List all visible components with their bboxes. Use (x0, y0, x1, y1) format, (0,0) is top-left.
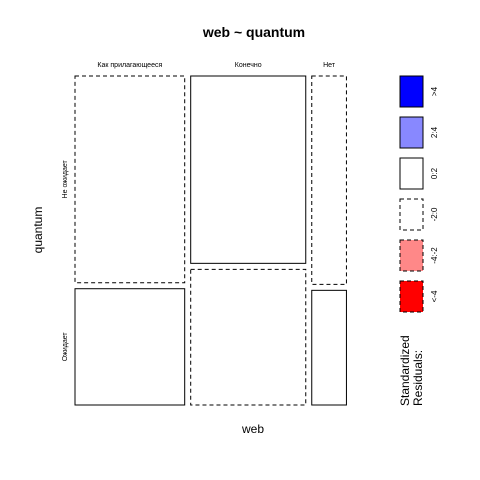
legend-swatch (399, 157, 424, 190)
mosaic-cell (190, 268, 307, 406)
y-tick-labels: Не ожидает Ожидает (62, 159, 69, 361)
x-tick-labels: Как прилагающееся Конечно Нет (97, 62, 335, 69)
y-axis-title: quantum (31, 207, 45, 254)
mosaic-cell (74, 75, 186, 284)
mosaic-cell (74, 288, 186, 406)
legend-swatch (399, 198, 424, 231)
mosaic-cell (311, 289, 347, 406)
legend-label: -4:-2 (430, 247, 439, 264)
legend-label: >4 (430, 86, 439, 96)
x-tick-label: Нет (323, 62, 336, 69)
legend-label: 0:2 (430, 167, 439, 179)
mosaic-cell (311, 75, 347, 285)
y-tick-label: Не ожидает (62, 159, 69, 198)
x-tick-label: Конечно (235, 62, 262, 69)
chart-title: web ~ quantum (202, 24, 305, 40)
mosaic-cells (74, 75, 347, 406)
legend-label: -2:0 (430, 207, 439, 221)
legend-swatch (399, 75, 424, 108)
x-axis-title: web (241, 422, 264, 436)
legend-label: 2:4 (430, 126, 439, 138)
legend: >4 2:4 0:2 -2:0 -4:-2 <-4 (399, 75, 439, 313)
legend-title-line1: Standardized (398, 335, 412, 406)
legend-swatch (399, 116, 424, 149)
x-tick-label: Как прилагающееся (97, 62, 162, 69)
legend-swatch (399, 239, 424, 272)
mosaic-cell (190, 75, 307, 264)
legend-label: <-4 (430, 290, 439, 302)
legend-swatch (399, 280, 424, 313)
legend-title-line2: Residuals: (411, 350, 425, 406)
y-tick-label: Ожидает (62, 332, 69, 362)
